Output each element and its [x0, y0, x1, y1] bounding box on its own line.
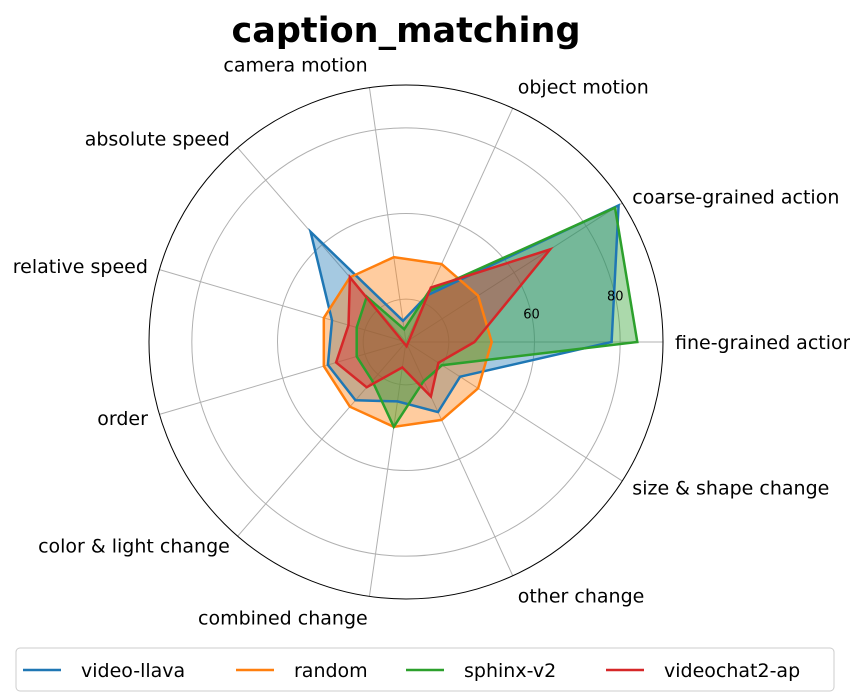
series-lines: [308, 203, 639, 430]
legend-item: video-llava: [23, 660, 185, 682]
outer-frame-circle: [148, 84, 664, 600]
legend-item: random: [236, 660, 368, 682]
axis-label: absolute speed: [85, 129, 230, 151]
legend-item: sphinx-v2: [406, 660, 556, 682]
legend-label: video-llava: [81, 660, 185, 682]
legend-label: videochat2-ap: [664, 660, 800, 682]
grid-circle: [362, 298, 450, 386]
radial-tick-label: 60: [523, 308, 540, 323]
legend-item: videochat2-ap: [606, 660, 800, 682]
grid-circle: [191, 127, 621, 557]
axis-label: other change: [518, 586, 645, 608]
axis-label: fine-grained action: [675, 332, 850, 354]
axis-label: size & shape change: [632, 477, 829, 499]
axis-label: object motion: [518, 76, 649, 98]
series-line: [322, 255, 494, 429]
series-fill: [356, 207, 638, 427]
legend: video-llava random sphinx-v2 videochat2-ap: [15, 647, 835, 692]
radial-tick-labels: 60 80: [523, 289, 623, 322]
series-fill: [310, 205, 619, 413]
series-fill: [336, 249, 551, 397]
axis-label: camera motion: [223, 55, 367, 77]
chart-title: caption_matching: [231, 11, 580, 51]
axis-label: order: [97, 408, 148, 430]
series-line: [334, 246, 554, 400]
axis-label: coarse-grained action: [632, 187, 839, 209]
axis-label: relative speed: [13, 256, 148, 278]
radial-tick-label: 80: [607, 289, 624, 304]
axis-labels: fine-grained action coarse-grained action…: [13, 55, 850, 630]
grid-circle: [277, 213, 535, 471]
legend-label: sphinx-v2: [464, 660, 556, 682]
axis-label: combined change: [198, 607, 368, 629]
axis-label: color & light change: [38, 535, 230, 557]
legend-label: random: [294, 660, 368, 682]
